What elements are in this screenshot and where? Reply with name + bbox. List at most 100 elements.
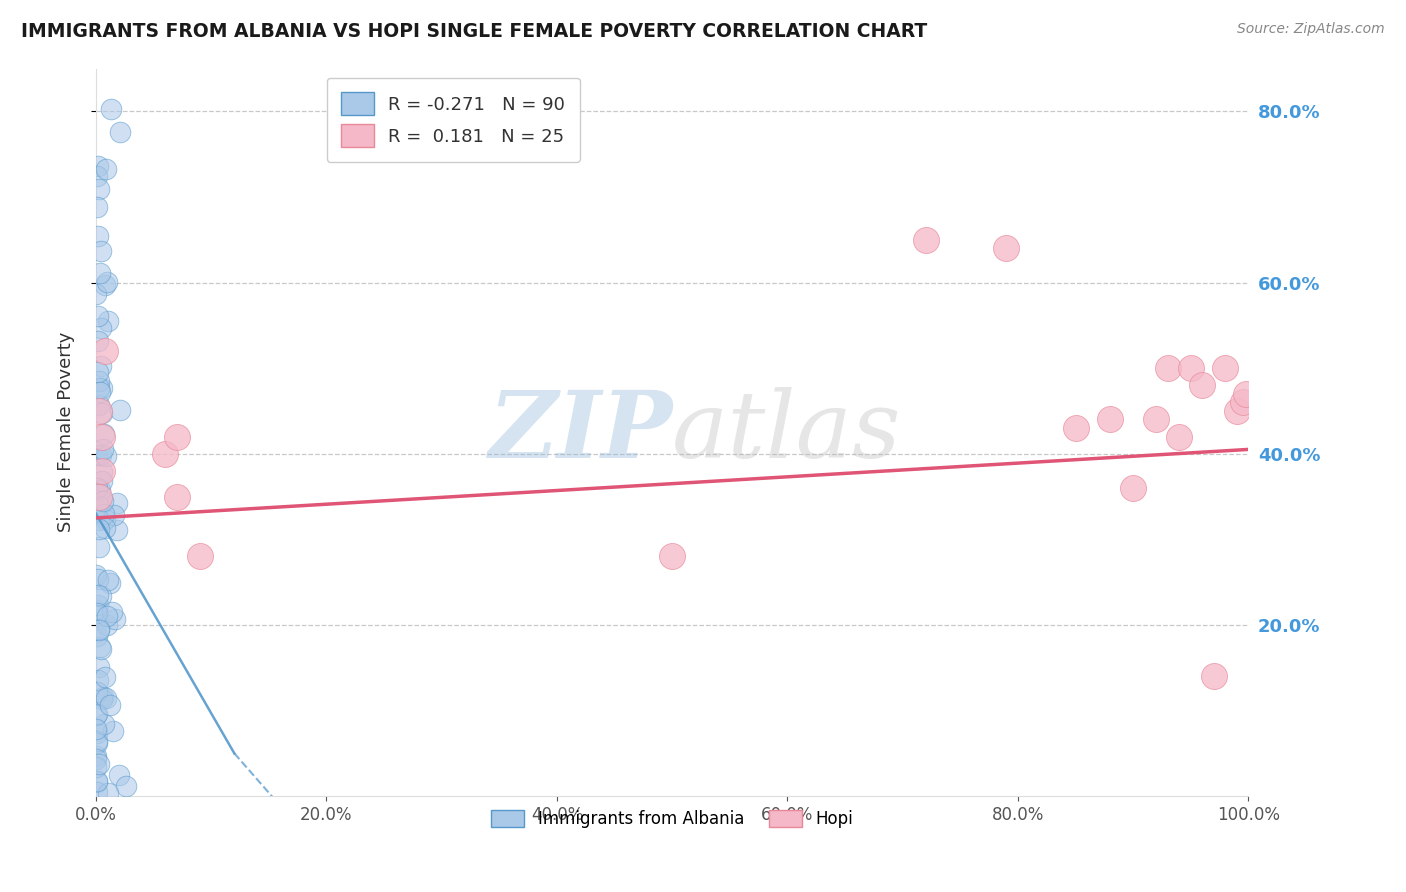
Point	[110, 125, 132, 139]
Point	[87, 588, 110, 602]
Point	[86, 685, 108, 699]
Point	[86, 568, 108, 582]
Point	[86, 725, 108, 739]
Point	[87, 757, 110, 772]
Point	[87, 365, 110, 379]
Point	[89, 640, 111, 655]
Point	[96, 275, 118, 289]
Point	[87, 541, 110, 555]
Point	[97, 314, 120, 328]
Point	[90, 244, 112, 259]
Point	[86, 734, 108, 748]
Point	[90, 429, 112, 443]
Point	[188, 549, 211, 564]
Point	[90, 589, 112, 603]
Point	[87, 572, 110, 586]
Point	[91, 692, 114, 706]
Point	[108, 768, 131, 782]
Point	[94, 670, 117, 684]
Point	[1213, 361, 1236, 376]
Legend: Immigrants from Albania, Hopi: Immigrants from Albania, Hopi	[484, 804, 860, 835]
Point	[96, 617, 118, 632]
Point	[1234, 386, 1257, 401]
Point	[86, 748, 108, 763]
Point	[86, 607, 108, 621]
Point	[86, 159, 108, 173]
Point	[86, 773, 108, 788]
Point	[91, 442, 114, 456]
Point	[104, 612, 127, 626]
Point	[89, 490, 111, 504]
Point	[98, 575, 121, 590]
Point	[89, 182, 111, 196]
Point	[90, 320, 112, 334]
Point	[97, 574, 120, 588]
Point	[86, 200, 108, 214]
Point	[97, 786, 120, 800]
Point	[91, 494, 114, 508]
Point	[91, 690, 114, 705]
Point	[98, 698, 121, 712]
Point	[87, 228, 110, 243]
Point	[1168, 429, 1191, 443]
Point	[86, 785, 108, 799]
Text: Source: ZipAtlas.com: Source: ZipAtlas.com	[1237, 22, 1385, 37]
Point	[89, 398, 111, 412]
Point	[91, 465, 114, 479]
Point	[93, 278, 115, 293]
Point	[86, 707, 108, 722]
Point	[96, 609, 118, 624]
Point	[1122, 481, 1144, 495]
Point	[87, 381, 110, 395]
Point	[90, 464, 112, 478]
Point	[94, 521, 117, 535]
Point	[108, 403, 131, 417]
Point	[1099, 412, 1122, 426]
Point	[166, 490, 188, 504]
Point	[1191, 378, 1213, 392]
Point	[166, 429, 188, 443]
Point	[1232, 395, 1254, 409]
Point	[103, 508, 125, 522]
Point	[90, 641, 112, 656]
Point	[89, 483, 111, 498]
Point	[1180, 361, 1202, 376]
Point	[86, 169, 108, 184]
Text: ZIP: ZIP	[488, 387, 672, 477]
Point	[86, 775, 108, 789]
Point	[100, 102, 122, 116]
Point	[87, 659, 110, 673]
Point	[86, 736, 108, 750]
Point	[86, 448, 108, 462]
Point	[90, 359, 112, 373]
Point	[87, 673, 110, 687]
Point	[105, 496, 128, 510]
Point	[84, 752, 107, 766]
Point	[1064, 421, 1087, 435]
Point	[93, 717, 115, 731]
Point	[89, 385, 111, 400]
Point	[1202, 669, 1225, 683]
Point	[86, 629, 108, 643]
Point	[86, 334, 108, 348]
Point	[87, 375, 110, 389]
Point	[91, 406, 114, 420]
Point	[93, 508, 115, 522]
Point	[91, 381, 114, 395]
Point	[153, 447, 176, 461]
Point	[96, 161, 118, 176]
Point	[1157, 361, 1180, 376]
Point	[86, 722, 108, 736]
Text: atlas: atlas	[672, 387, 901, 477]
Point	[86, 707, 108, 722]
Point	[87, 513, 110, 527]
Point	[87, 500, 110, 514]
Point	[105, 523, 128, 537]
Point	[661, 549, 683, 564]
Point	[115, 779, 138, 793]
Point	[96, 691, 118, 706]
Point	[86, 481, 108, 495]
Point	[84, 760, 107, 774]
Point	[89, 622, 111, 636]
Point	[86, 603, 108, 617]
